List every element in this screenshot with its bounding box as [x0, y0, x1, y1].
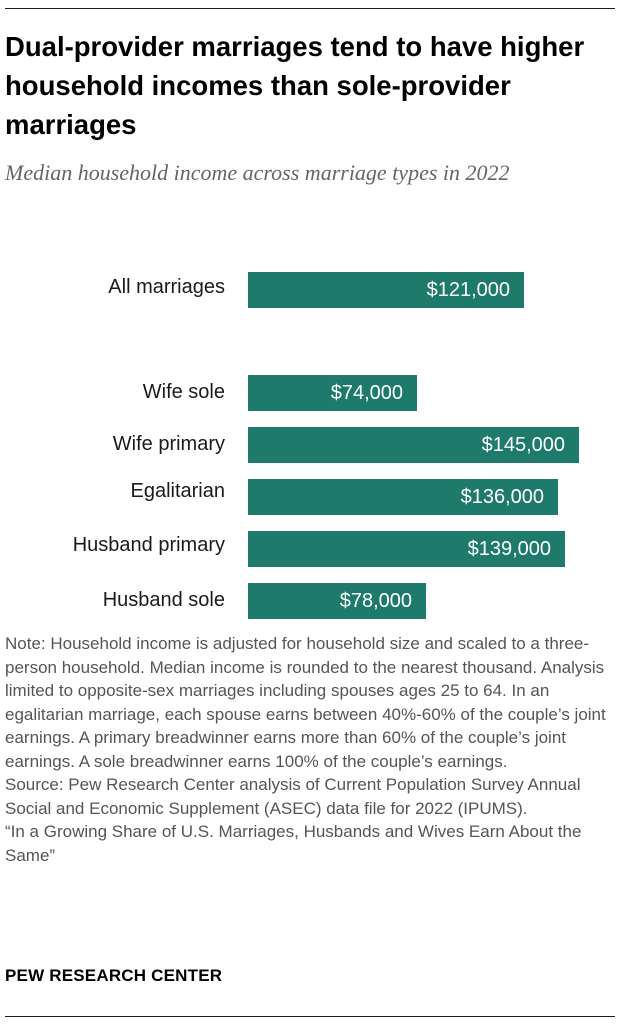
bar-label: Husband primary	[72, 534, 225, 556]
report-title: “In a Growing Share of U.S. Marriages, H…	[5, 822, 582, 865]
bar-value-label: $136,000	[460, 486, 544, 508]
chart-title: Dual-provider marriages tend to have hig…	[5, 31, 585, 140]
bar-label: Wife primary	[112, 433, 225, 455]
note-text: Note: Household income is adjusted for h…	[5, 634, 606, 771]
bar-label: All marriages	[108, 276, 225, 298]
bar-label: Wife sole	[142, 381, 225, 403]
bar-value-label: $78,000	[339, 590, 412, 612]
bar: $121,000	[248, 272, 524, 308]
bar-label: Egalitarian	[130, 480, 225, 502]
source-text: Source: Pew Research Center analysis of …	[5, 775, 581, 818]
bar: $78,000	[248, 583, 426, 619]
bottom-rule	[5, 1016, 615, 1017]
bar: $139,000	[248, 531, 565, 567]
chart-note: Note: Household income is adjusted for h…	[5, 632, 610, 867]
bar: $136,000	[248, 479, 558, 515]
bar-value-label: $74,000	[330, 382, 403, 404]
bar: $74,000	[248, 375, 417, 411]
brand-logo-text: PEW RESEARCH CENTER	[5, 966, 223, 985]
top-rule	[5, 8, 615, 9]
bar-value-label: $121,000	[426, 279, 510, 301]
chart-subtitle: Median household income across marriage …	[5, 160, 510, 185]
bar-chart: All marriages $121,000 Wife sole $74,000 Wif…	[0, 250, 620, 630]
bar-value-label: $139,000	[467, 538, 551, 560]
bar: $145,000	[248, 427, 579, 463]
bar-label: Husband sole	[102, 589, 225, 611]
bar-value-label: $145,000	[481, 434, 565, 456]
